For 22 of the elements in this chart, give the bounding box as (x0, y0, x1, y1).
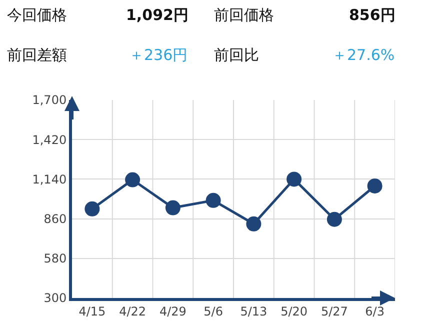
x-tick-label: 5/27 (320, 304, 348, 318)
x-tick-label: 4/29 (159, 304, 186, 318)
text: 前回差額 (7, 46, 67, 64)
y-tick-label: 1,420 (32, 132, 67, 147)
x-tick-label: 6/3 (365, 304, 384, 318)
y-tick-label: 580 (44, 252, 67, 266)
x-tick-label: 5/20 (280, 304, 308, 318)
x-tick-label: 4/22 (119, 304, 146, 318)
x-tick-label: 5/6 (204, 304, 223, 318)
text: 前回比 (214, 46, 259, 64)
x-tick-label: 4/15 (78, 304, 106, 318)
y-tick-label: 1,700 (32, 93, 67, 108)
text: 前回価格 (214, 6, 274, 24)
y-tick-label: 1,140 (32, 172, 67, 186)
text: 1,092円 (126, 6, 188, 24)
x-tick-label: 5/13 (240, 304, 268, 318)
text: ＋236円 (129, 46, 188, 64)
text: 856円 (349, 6, 396, 24)
text: ＋27.6% (332, 46, 395, 64)
text: 今回価格 (7, 6, 67, 24)
y-tick-label: 300 (44, 291, 67, 306)
y-tick-label: 860 (44, 212, 67, 226)
